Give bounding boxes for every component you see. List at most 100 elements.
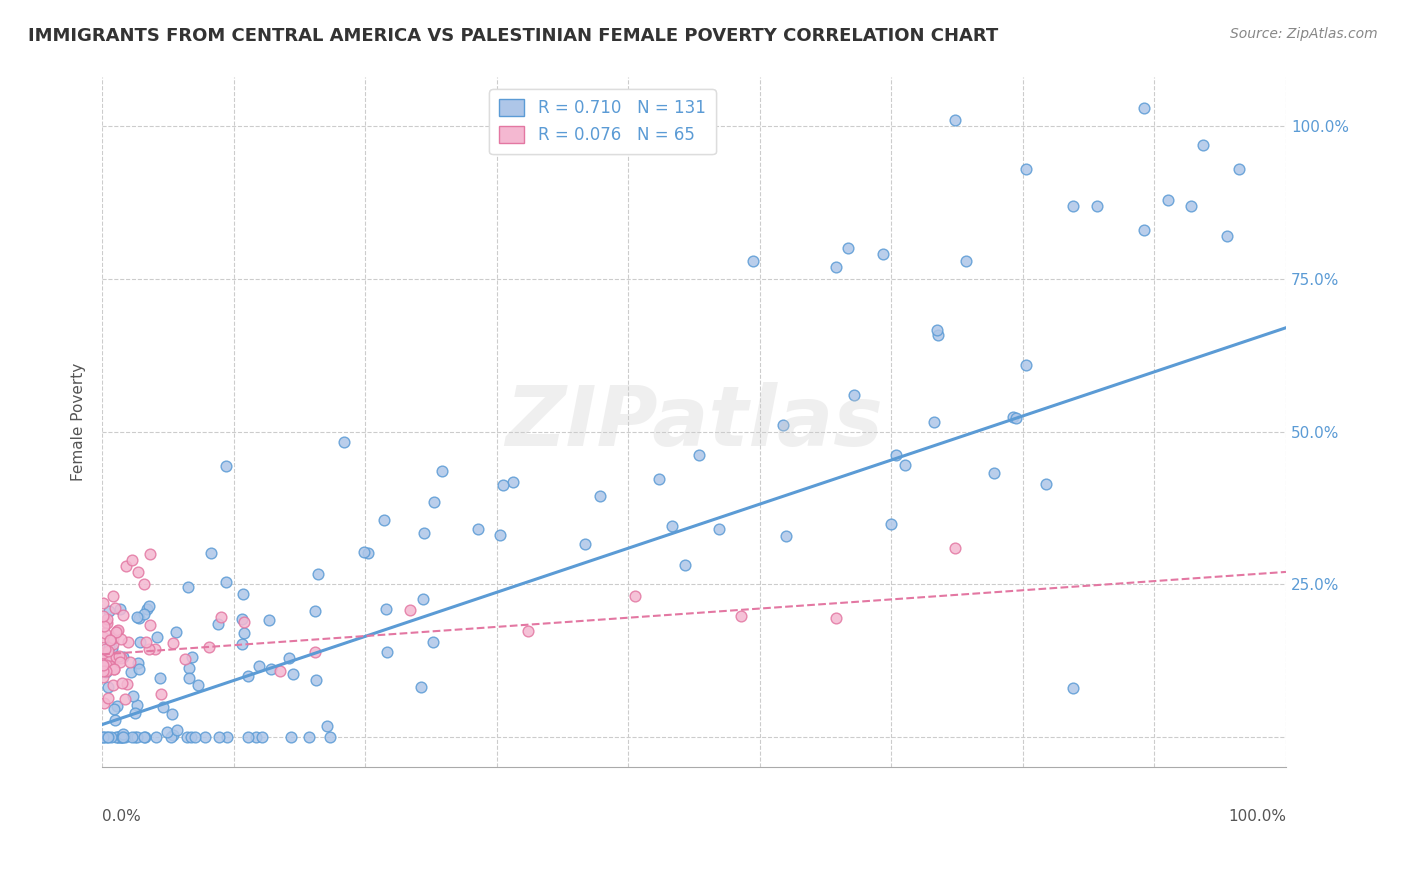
Point: [215, 575, 238, 590]
Point: [96, 615, 118, 630]
Point: [589, 489, 612, 503]
Point: [105, 730, 128, 744]
Point: [1133, 101, 1156, 115]
Point: [93, 596, 115, 610]
Point: [129, 635, 152, 649]
Point: [134, 730, 156, 744]
Point: [115, 677, 138, 691]
Point: [245, 730, 267, 744]
Point: [101, 678, 124, 692]
Point: [430, 464, 453, 478]
Point: [624, 590, 647, 604]
Point: [502, 475, 524, 489]
Point: [98, 640, 121, 655]
Point: [100, 730, 122, 744]
Point: [1015, 358, 1038, 372]
Point: [134, 730, 156, 744]
Point: [207, 617, 229, 632]
Point: [101, 631, 124, 645]
Point: [93, 670, 115, 684]
Point: [233, 615, 256, 629]
Point: [467, 522, 489, 536]
Point: [93, 619, 115, 633]
Point: [103, 659, 125, 673]
Point: [1192, 137, 1215, 152]
Point: [93, 730, 115, 744]
Point: [115, 558, 138, 573]
Point: [373, 513, 395, 527]
Point: [399, 603, 422, 617]
Point: [124, 706, 146, 721]
Point: [332, 435, 354, 450]
Point: [166, 723, 188, 738]
Point: [96, 611, 118, 625]
Point: [1180, 199, 1202, 213]
Point: [730, 609, 752, 624]
Point: [247, 659, 270, 673]
Point: [315, 719, 337, 733]
Point: [1014, 161, 1036, 176]
Point: [112, 649, 135, 664]
Text: Source: ZipAtlas.com: Source: ZipAtlas.com: [1230, 27, 1378, 41]
Point: [124, 730, 146, 744]
Point: [110, 632, 132, 646]
Point: [93, 657, 115, 672]
Point: [1216, 229, 1239, 244]
Point: [357, 546, 380, 560]
Point: [108, 648, 131, 663]
Point: [177, 580, 200, 594]
Point: [138, 642, 160, 657]
Point: [252, 730, 274, 744]
Point: [150, 687, 173, 701]
Point: [215, 730, 238, 744]
Point: [423, 495, 446, 509]
Point: [94, 642, 117, 657]
Point: [281, 666, 304, 681]
Point: [125, 730, 148, 744]
Point: [259, 613, 281, 627]
Point: [307, 566, 329, 581]
Point: [127, 609, 149, 624]
Point: [884, 448, 907, 462]
Point: [111, 675, 134, 690]
Point: [280, 730, 302, 744]
Point: [138, 547, 160, 561]
Point: [894, 458, 917, 473]
Point: [104, 625, 127, 640]
Point: [304, 645, 326, 659]
Point: [103, 702, 125, 716]
Point: [983, 467, 1005, 481]
Point: [825, 611, 848, 625]
Point: [93, 609, 115, 624]
Point: [162, 728, 184, 742]
Point: [209, 609, 232, 624]
Point: [422, 635, 444, 649]
Point: [114, 730, 136, 744]
Point: [93, 658, 115, 673]
Point: [96, 653, 118, 667]
Point: [298, 730, 321, 744]
Point: [1005, 410, 1028, 425]
Point: [127, 565, 149, 579]
Point: [132, 607, 155, 621]
Point: [197, 640, 219, 654]
Point: [97, 649, 120, 664]
Point: [97, 690, 120, 705]
Point: [238, 730, 260, 744]
Point: [117, 635, 139, 649]
Point: [180, 730, 202, 744]
Point: [183, 730, 205, 744]
Point: [1035, 477, 1057, 491]
Point: [122, 689, 145, 703]
Point: [160, 706, 183, 721]
Point: [492, 477, 515, 491]
Point: [93, 631, 115, 645]
Point: [132, 577, 155, 591]
Point: [943, 541, 966, 556]
Point: [96, 655, 118, 669]
Text: 100.0%: 100.0%: [1227, 809, 1286, 823]
Point: [825, 260, 848, 274]
Point: [110, 730, 132, 744]
Point: [94, 615, 117, 629]
Point: [94, 665, 117, 679]
